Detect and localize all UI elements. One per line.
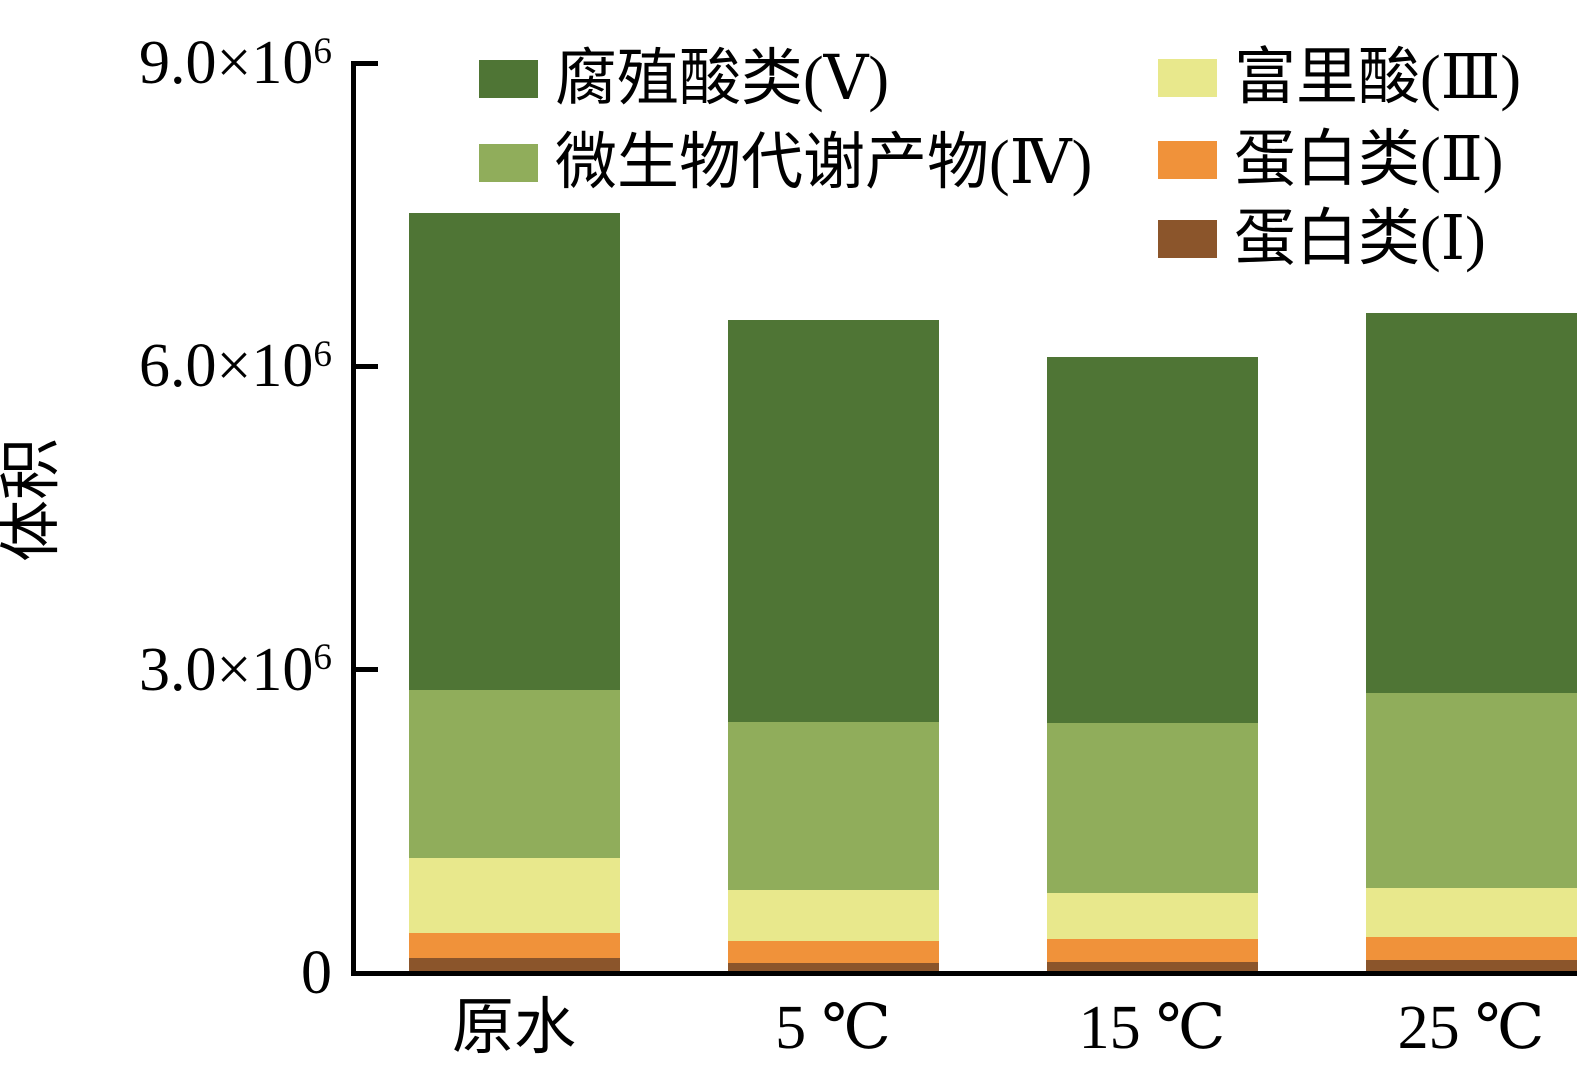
legend-label-humic-acid-V: 腐殖酸类(Ⅴ) <box>555 45 890 113</box>
bar-segment-fulvic-acid-III-1 <box>408 857 620 933</box>
bar-segment-humic-acid-V-3 <box>1046 357 1258 724</box>
legend-item-fulvic-acid-III: 富里酸(Ⅲ) <box>1158 47 1521 109</box>
legend-label-fulvic-acid-III: 富里酸(Ⅲ) <box>1234 44 1522 112</box>
legend-item-protein-I: 蛋白类(Ⅰ) <box>1158 208 1486 270</box>
legend-item-protein-II: 蛋白类(Ⅱ) <box>1158 129 1503 191</box>
x-tick-label-4: 25 ℃ <box>1397 994 1545 1062</box>
legend-swatch-protein-I <box>1158 220 1217 258</box>
legend-swatch-protein-II <box>1158 141 1217 179</box>
bar-segment-microbial-metabolites-IV-1 <box>408 689 620 858</box>
bar-segment-fulvic-acid-III-4 <box>1365 888 1577 937</box>
bar-segment-fulvic-acid-III-3 <box>1046 893 1258 939</box>
x-tick-label-2: 5 ℃ <box>775 994 891 1062</box>
bar-segment-microbial-metabolites-IV-3 <box>1046 723 1258 894</box>
legend-swatch-microbial-metabolites-IV <box>479 144 538 182</box>
y-axis-tick-mark-3 <box>356 60 378 66</box>
y-axis-tick-mark-2 <box>356 363 378 369</box>
legend-label-microbial-metabolites-IV: 微生物代谢产物(Ⅳ) <box>555 129 1093 197</box>
legend-swatch-humic-acid-V <box>479 60 538 98</box>
y-tick-label-0: 0 <box>301 939 332 1007</box>
bar-segment-humic-acid-V-2 <box>727 319 939 723</box>
bar-segment-protein-I-4 <box>1365 959 1577 973</box>
bar-segment-protein-II-3 <box>1046 938 1258 962</box>
bar-segment-protein-II-4 <box>1365 936 1577 960</box>
bar-segment-protein-II-2 <box>727 940 939 963</box>
legend-swatch-fulvic-acid-III <box>1158 59 1217 97</box>
y-tick-label-3: 9.0×106 <box>138 29 332 97</box>
bar-segment-protein-I-2 <box>727 962 939 973</box>
legend-item-microbial-metabolites-IV: 微生物代谢产物(Ⅳ) <box>479 132 1092 194</box>
bar-segment-protein-I-1 <box>408 957 620 973</box>
y-tick-label-1: 3.0×106 <box>138 635 332 704</box>
y-tick-label-2: 6.0×106 <box>138 332 332 401</box>
y-axis-title: 体积 <box>0 437 66 563</box>
bar-segment-humic-acid-V-1 <box>408 212 620 690</box>
bar-segment-protein-II-1 <box>408 932 620 958</box>
legend-item-humic-acid-V: 腐殖酸类(Ⅴ) <box>479 48 889 110</box>
bar-segment-protein-I-3 <box>1046 961 1258 973</box>
bar-segment-microbial-metabolites-IV-4 <box>1365 692 1577 889</box>
x-axis-line <box>351 971 1577 976</box>
bar-segment-humic-acid-V-4 <box>1365 312 1577 693</box>
legend-label-protein-I: 蛋白类(Ⅰ) <box>1234 205 1486 273</box>
bar-segment-microbial-metabolites-IV-2 <box>727 722 939 891</box>
y-axis-tick-mark-1 <box>356 667 378 673</box>
x-tick-label-3: 15 ℃ <box>1078 994 1226 1062</box>
bar-segment-fulvic-acid-III-2 <box>727 890 939 941</box>
y-axis-line <box>351 61 356 976</box>
legend-label-protein-II: 蛋白类(Ⅱ) <box>1234 126 1504 194</box>
x-tick-label-1: 原水 <box>451 994 576 1062</box>
